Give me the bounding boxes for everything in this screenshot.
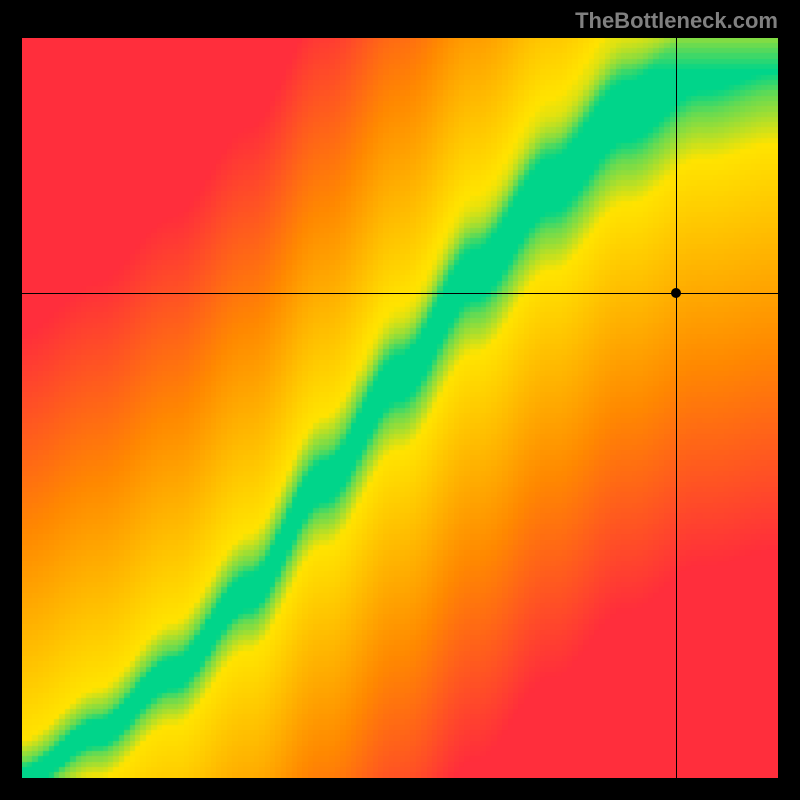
crosshair-vertical [676,38,677,778]
watermark-text: TheBottleneck.com [575,8,778,34]
crosshair-marker [671,288,681,298]
heatmap-plot [22,38,778,778]
crosshair-horizontal [22,293,778,294]
heatmap-canvas [22,38,778,778]
chart-container: TheBottleneck.com [0,0,800,800]
